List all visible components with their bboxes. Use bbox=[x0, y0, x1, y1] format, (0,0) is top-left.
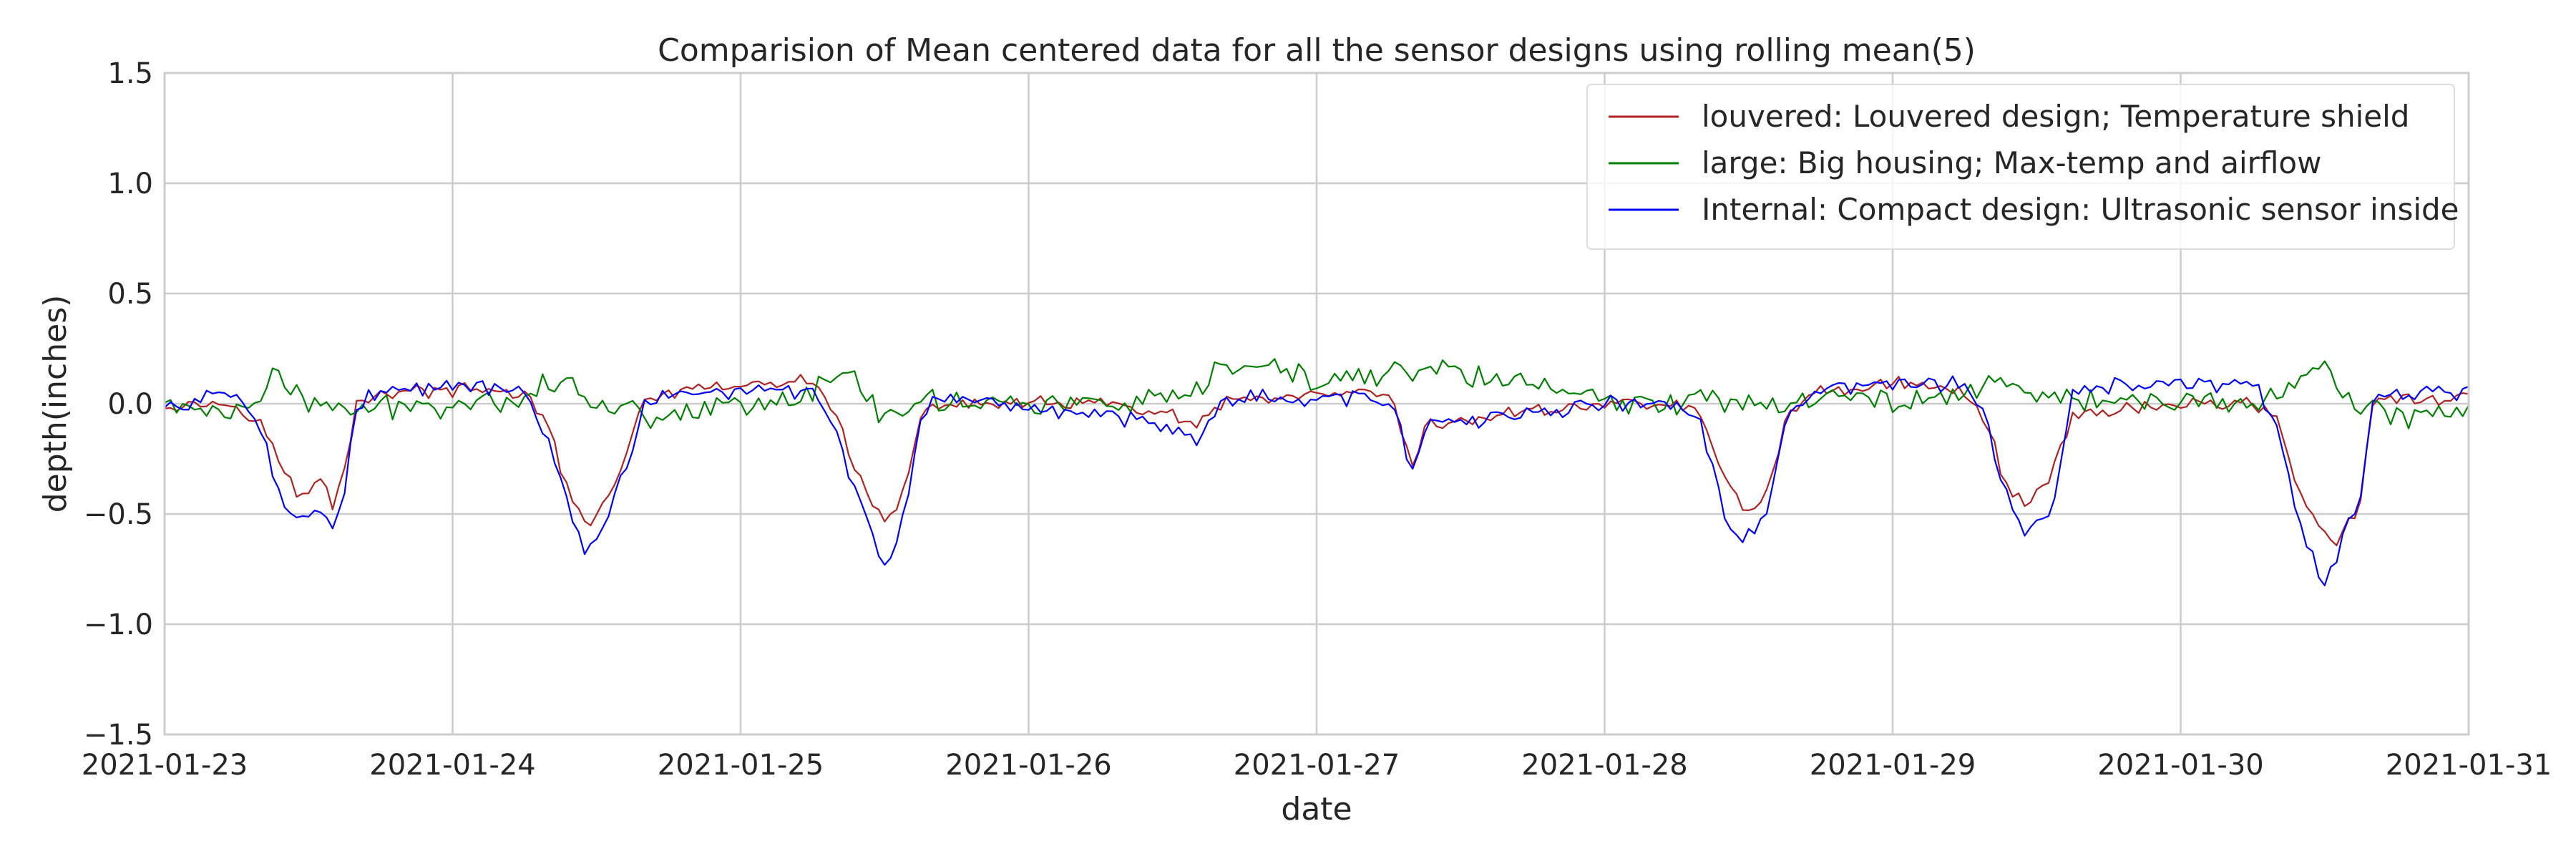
plot-frame bbox=[163, 72, 2470, 736]
x-tick-label: 2021-01-24 bbox=[369, 749, 535, 782]
y-tick-label: 1.5 bbox=[107, 57, 153, 90]
chart-title: Comparision of Mean centered data for al… bbox=[658, 32, 1976, 69]
legend-box bbox=[1586, 84, 2455, 250]
y-tick-label: −0.5 bbox=[84, 498, 153, 531]
legend-label-louvered: louvered: Louvered design; Temperature s… bbox=[1702, 99, 2409, 134]
y-tick-labels: 1.5 1.0 0.5 0.0 −0.5 −1.0 −1.5 bbox=[84, 57, 153, 752]
x-tick-label: 2021-01-30 bbox=[2097, 749, 2263, 782]
x-tick-label: 2021-01-23 bbox=[82, 749, 248, 782]
x-tick-label: 2021-01-28 bbox=[1521, 749, 1687, 782]
y-tick-label: −1.5 bbox=[84, 719, 153, 752]
y-tick-label: −1.0 bbox=[84, 608, 153, 641]
series-layer bbox=[164, 358, 2469, 586]
series-line-1 bbox=[164, 358, 2469, 430]
legend-label-internal: Internal: Compact design: Ultrasonic sen… bbox=[1702, 192, 2459, 227]
legend-label-large: large: Big housing; Max-temp and airflow bbox=[1702, 145, 2321, 180]
x-tick-label: 2021-01-29 bbox=[1810, 749, 1976, 782]
y-tick-label: 0.5 bbox=[107, 278, 153, 311]
grid-layer bbox=[163, 72, 2470, 736]
x-tick-label: 2021-01-26 bbox=[945, 749, 1111, 782]
x-tick-label: 2021-01-25 bbox=[658, 749, 824, 782]
x-tick-label: 2021-01-27 bbox=[1234, 749, 1400, 782]
x-axis-label: date bbox=[1281, 791, 1352, 828]
x-tick-labels: 2021-01-23 2021-01-24 2021-01-25 2021-01-26… bbox=[82, 749, 2552, 782]
y-tick-label: 0.0 bbox=[107, 388, 153, 421]
y-tick-label: 1.0 bbox=[107, 168, 153, 200]
legend: louvered: Louvered design; Temperature s… bbox=[1586, 84, 2459, 250]
series-line-2 bbox=[164, 375, 2469, 586]
x-tick-label: 2021-01-31 bbox=[2386, 749, 2552, 782]
y-axis-label: depth(inches) bbox=[37, 295, 74, 513]
